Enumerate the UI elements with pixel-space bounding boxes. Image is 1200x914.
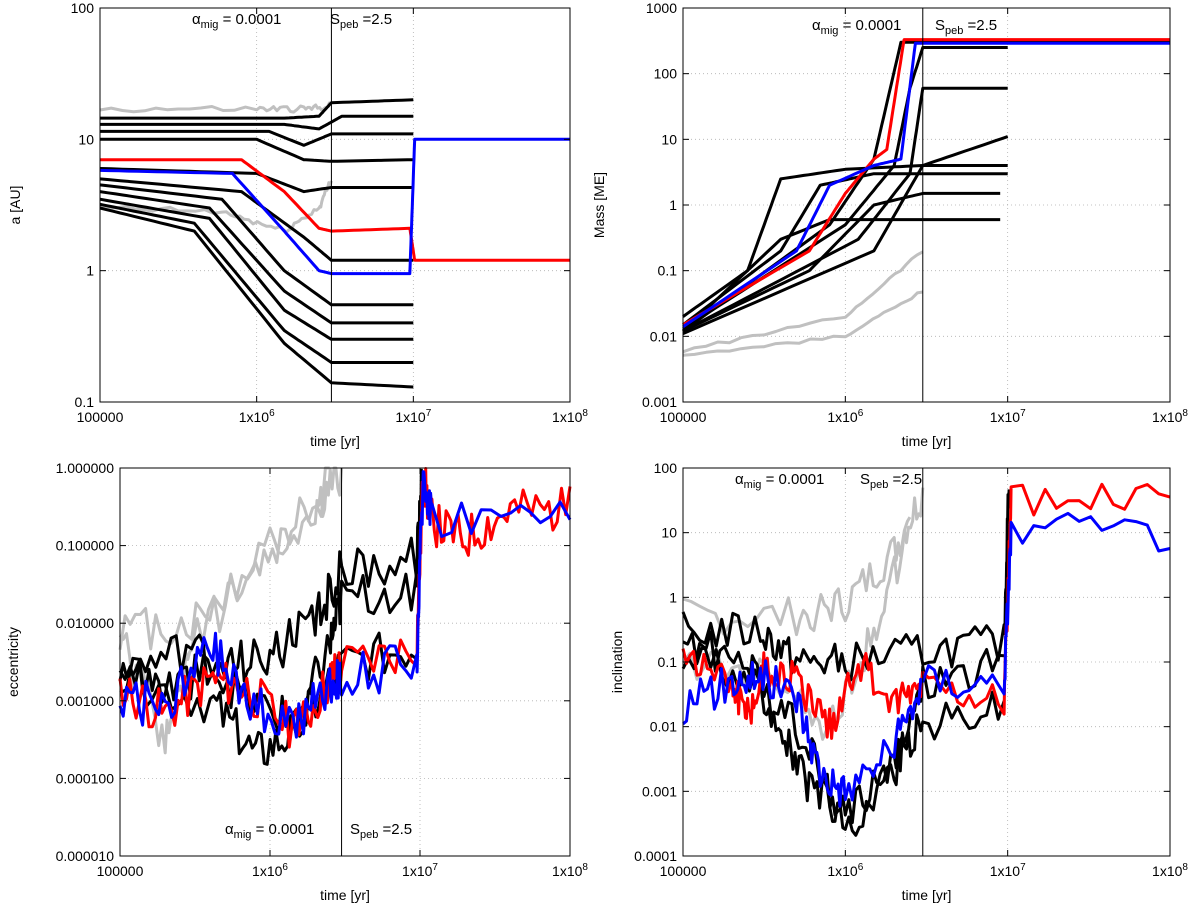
series-line-black — [99, 197, 414, 341]
x-tick-label: 100000 — [660, 409, 707, 425]
series-line-blue — [682, 511, 1171, 808]
panel-1: 100000 1x106 1x107 1x108 0.1 1 10 100 time [yr] a… — [7, 0, 588, 449]
series-line-blue — [99, 137, 570, 276]
y-tick-label: 10 — [661, 131, 677, 147]
x-axis-label: time [yr] — [902, 433, 952, 449]
series-line-gray — [118, 466, 344, 651]
series-line-black — [682, 40, 1170, 333]
series-line-black — [99, 206, 414, 389]
annotation-s-peb: Speb =2.5 — [860, 471, 922, 491]
y-axis-label: Mass [ME] — [591, 172, 607, 238]
series-line-black — [100, 137, 414, 163]
y-tick-label: 0.001000 — [56, 693, 115, 709]
y-tick-label: 0.1 — [658, 263, 678, 279]
y-tick-label: 100 — [654, 460, 678, 476]
y-tick-label: 0.100000 — [56, 538, 115, 554]
x-axis-label: time [yr] — [902, 887, 952, 903]
series-line-red — [682, 38, 1170, 327]
x-tick-label: 1x107 — [402, 862, 438, 879]
x-tick-label: 100000 — [660, 863, 707, 879]
x-tick-label: 1x106 — [827, 862, 863, 879]
x-axis-label: time [yr] — [320, 887, 370, 903]
plot-frame — [119, 467, 571, 857]
series-line-blue — [682, 41, 1170, 328]
x-tick-label: 1x108 — [1152, 862, 1188, 879]
series-line-blue — [118, 470, 572, 739]
series-line-black — [682, 164, 1008, 318]
y-tick-label: 0.01 — [650, 328, 677, 344]
series-line-black — [681, 218, 1001, 333]
annotation-s-peb: Speb =2.5 — [935, 17, 997, 37]
x-tick-label: 100000 — [77, 409, 124, 425]
series-line-gray — [682, 250, 924, 354]
series-line-gray — [682, 290, 924, 357]
plot-frame — [682, 7, 1171, 403]
series-line-black — [682, 172, 1008, 326]
y-tick-label: 0.000100 — [56, 770, 115, 786]
y-tick-label: 1 — [86, 263, 94, 279]
annotation-alpha-mig: αmig = 0.0001 — [735, 471, 824, 491]
annotation-alpha-mig: αmig = 0.0001 — [192, 11, 281, 31]
y-axis-label: eccentricity — [5, 627, 21, 697]
y-tick-label: 100 — [71, 0, 95, 16]
series-line-black — [99, 202, 414, 364]
x-tick-label: 1x108 — [552, 862, 588, 879]
x-tick-label: 1x106 — [252, 862, 288, 879]
series-line-black — [100, 98, 414, 120]
series-line-red — [100, 158, 570, 262]
series-line-black — [119, 631, 418, 766]
y-tick-label: 10 — [661, 525, 677, 541]
y-tick-label: 1000 — [646, 0, 677, 16]
y-tick-label: 0.010000 — [56, 615, 115, 631]
x-tick-label: 1x107 — [990, 862, 1026, 879]
series-line-black — [99, 177, 414, 262]
panel-4: 100000 1x106 1x107 1x108 0.0001 0.001 0.01 0.1 1… — [609, 460, 1188, 903]
y-tick-label: 10 — [78, 131, 94, 147]
x-tick-label: 1x108 — [552, 408, 588, 425]
x-tick-label: 100000 — [97, 863, 144, 879]
series-line-red — [118, 467, 572, 749]
y-tick-label: 1 — [669, 197, 677, 213]
y-axis-label: inclination — [609, 631, 625, 693]
y-tick-label: 0.1 — [658, 654, 678, 670]
series-line-black — [100, 129, 414, 147]
x-tick-label: 1x106 — [239, 408, 275, 425]
y-axis-label: a [AU] — [7, 186, 23, 225]
y-tick-label: 100 — [654, 66, 678, 82]
y-tick-label: 1.000000 — [56, 460, 115, 476]
x-axis-label: time [yr] — [310, 433, 360, 449]
plot-frame — [99, 7, 571, 403]
annotation-alpha-mig: αmig = 0.0001 — [225, 821, 314, 841]
series-line-black — [118, 468, 423, 736]
y-tick-label: 0.0001 — [634, 848, 677, 864]
panel-3: 100000 1x106 1x107 1x108 0.000010 0.000100 0.0… — [5, 460, 588, 903]
x-tick-label: 1x106 — [827, 408, 863, 425]
series-line-black — [681, 489, 1011, 682]
y-tick-label: 0.001 — [642, 783, 677, 799]
x-tick-label: 1x107 — [395, 408, 431, 425]
series-line-black — [682, 191, 1001, 333]
y-tick-label: 0.000010 — [56, 848, 115, 864]
series-line-black — [682, 86, 1008, 333]
series-line-black — [118, 475, 425, 704]
series-line-gray — [99, 101, 333, 114]
x-tick-label: 1x108 — [1152, 408, 1188, 425]
x-tick-label: 1x107 — [990, 408, 1026, 425]
series-line-gray — [682, 487, 925, 637]
y-tick-label: 0.001 — [642, 394, 677, 410]
series-line-black — [682, 46, 1008, 331]
series-line-black — [99, 190, 414, 325]
annotation-s-peb: Speb =2.5 — [330, 11, 392, 31]
y-tick-label: 0.01 — [650, 719, 677, 735]
y-tick-label: 0.1 — [75, 394, 95, 410]
y-tick-label: 1 — [669, 589, 677, 605]
annotation-alpha-mig: αmig = 0.0001 — [812, 17, 901, 37]
series-line-black — [100, 114, 414, 131]
panel-2: 100000 1x106 1x107 1x108 0.001 0.01 0.1 1 10 100 1… — [591, 0, 1188, 449]
annotation-s-peb: Speb =2.5 — [350, 821, 412, 841]
series-line-black — [99, 183, 414, 307]
series-line-black — [682, 135, 1009, 335]
